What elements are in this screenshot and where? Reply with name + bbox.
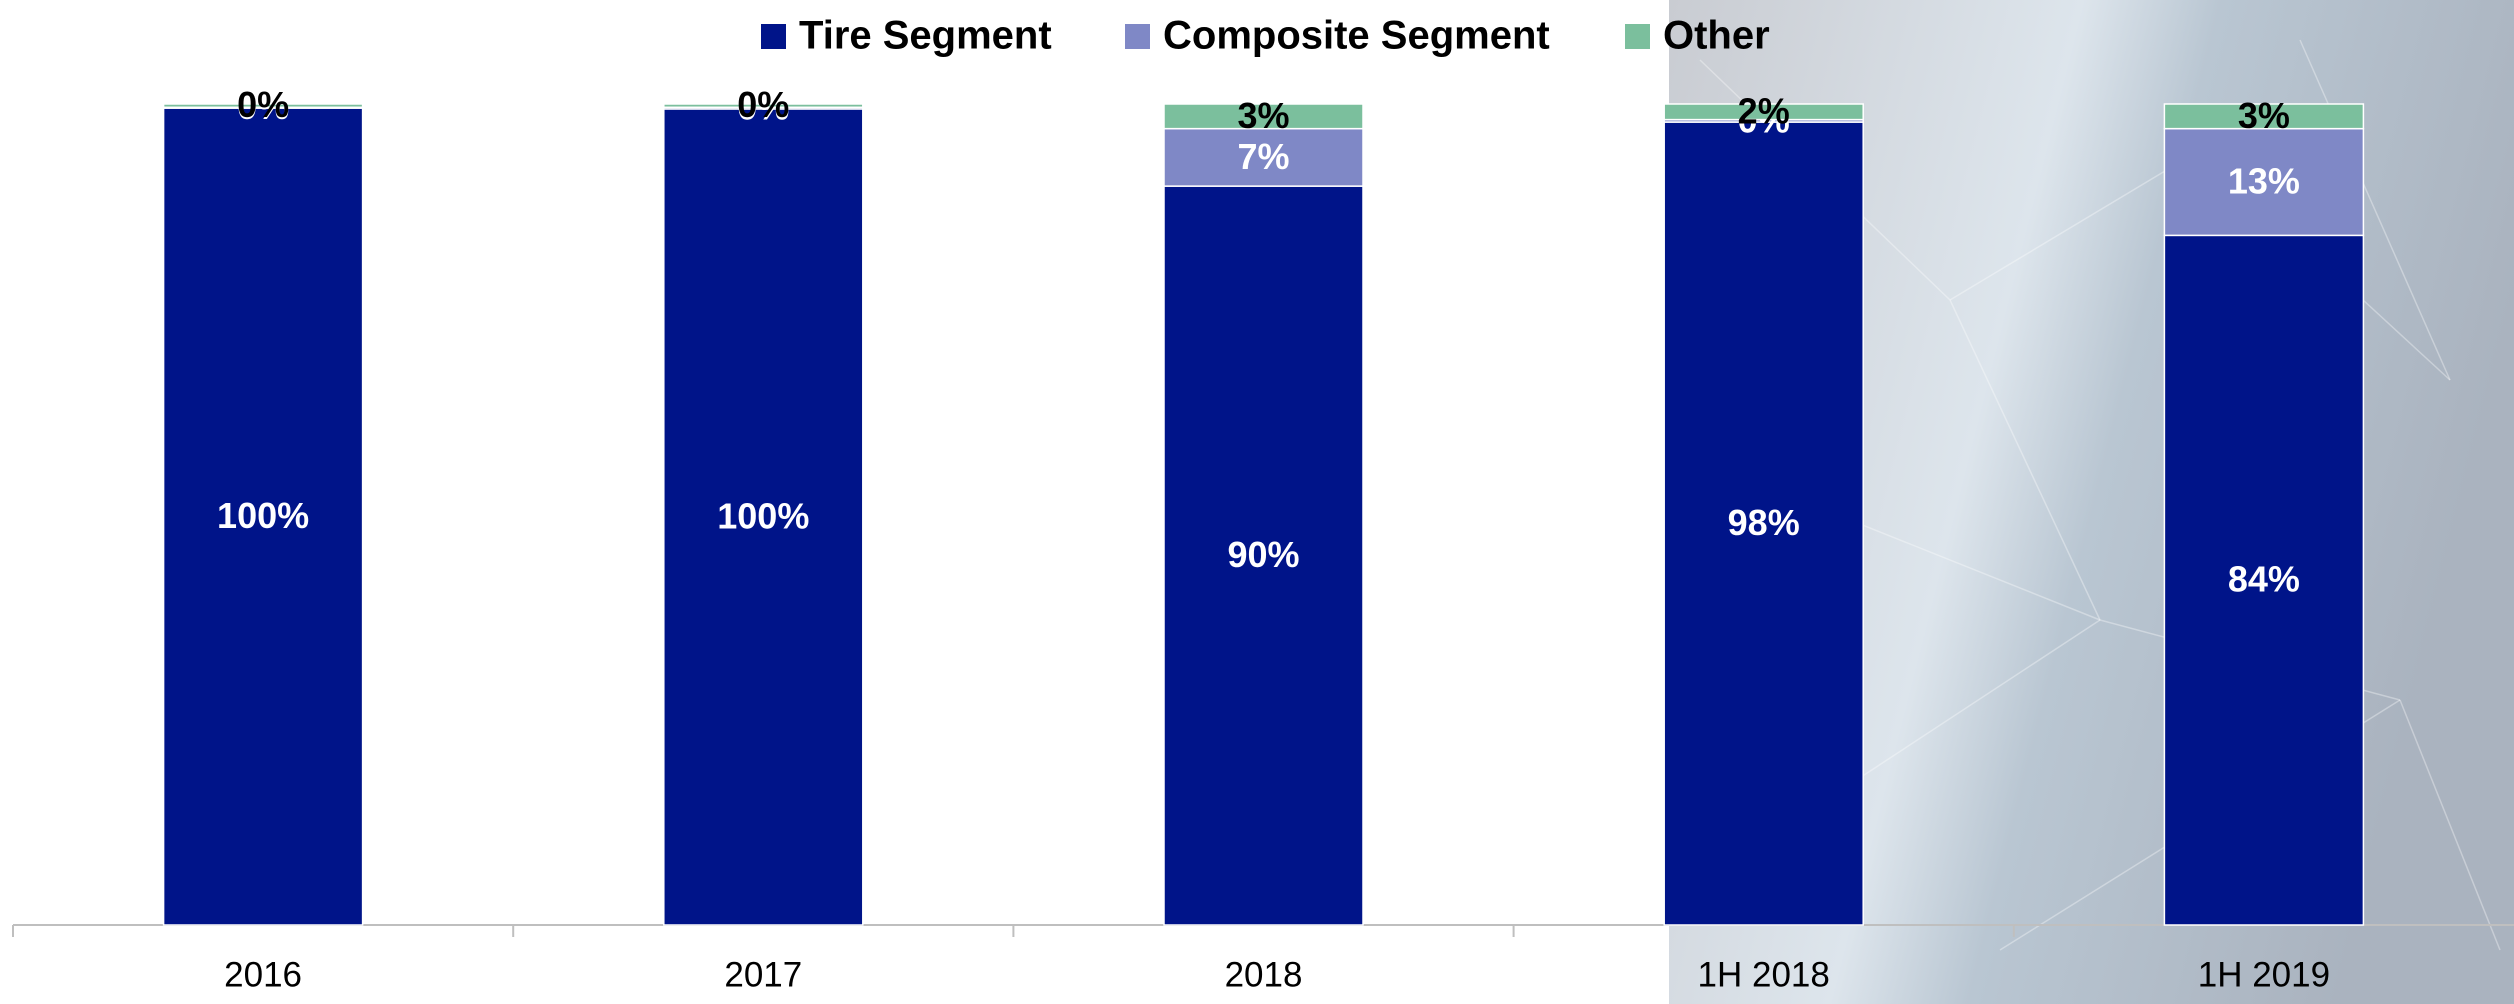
x-tick-label: 2017 — [724, 955, 802, 994]
data-label: 2% — [1738, 90, 1790, 131]
data-label: 0% — [237, 84, 289, 125]
data-label: 0% — [737, 84, 789, 125]
legend-label: Composite Segment — [1163, 14, 1550, 58]
data-label: 100% — [717, 495, 809, 536]
bar-segment — [162, 103, 364, 109]
legend-label: Tire Segment — [799, 14, 1052, 58]
bar-segment — [1163, 127, 1364, 187]
bar-segment — [663, 103, 864, 109]
bar-segment — [1663, 103, 1864, 121]
bar-segment — [663, 108, 864, 926]
legend-label: Other — [1663, 14, 1770, 58]
x-tick-label: 2018 — [1225, 955, 1303, 994]
bar-segment — [2163, 234, 2365, 926]
data-label: 98% — [1728, 502, 1800, 543]
data-label: 3% — [2238, 95, 2290, 136]
x-tick-label: 2016 — [224, 955, 302, 994]
legend-swatch — [1125, 24, 1150, 49]
bar-segment — [1163, 103, 1364, 130]
x-tick-label: 1H 2019 — [2198, 955, 2330, 994]
data-label: 3% — [1237, 95, 1289, 136]
data-label: 84% — [2228, 559, 2300, 600]
bar-segment — [2163, 127, 2365, 237]
data-label: 13% — [2228, 161, 2300, 202]
data-label: 100% — [217, 495, 309, 536]
legend-swatch — [761, 24, 786, 49]
legend-swatch — [1625, 24, 1650, 49]
bar-segment — [1163, 185, 1364, 926]
x-tick-label: 1H 2018 — [1698, 955, 1830, 994]
data-label: 90% — [1227, 534, 1299, 575]
bar-segment — [2163, 103, 2365, 130]
bar-segment — [1663, 121, 1864, 926]
data-label: 7% — [1237, 136, 1289, 177]
